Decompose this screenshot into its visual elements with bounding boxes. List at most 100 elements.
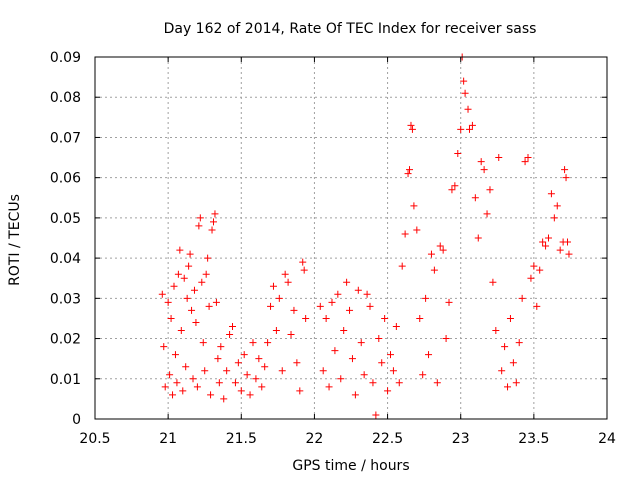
data-point [565,250,573,258]
data-point [465,125,473,133]
data-point [302,314,310,322]
data-point [471,194,479,202]
data-point [192,318,200,326]
data-point [413,226,421,234]
data-point [544,234,552,242]
data-point [521,158,529,166]
data-point [220,395,228,403]
data-point [486,186,494,194]
data-point [164,298,172,306]
y-tick-label: 0.04 [50,251,81,267]
data-point [267,302,275,310]
data-point [190,286,198,294]
data-point [498,367,506,375]
data-point [401,230,409,238]
data-point [293,359,301,367]
y-axis-label: ROTI / TECUs [7,194,23,286]
data-point [208,226,216,234]
data-point [477,158,485,166]
data-point [240,351,248,359]
data-point [215,379,223,387]
data-point [430,266,438,274]
data-point [539,238,547,246]
data-point [386,351,394,359]
data-point [360,371,368,379]
data-point [410,202,418,210]
x-tick-label: 24 [598,431,616,447]
data-point [509,359,517,367]
data-point [195,222,203,230]
data-point [425,351,433,359]
data-point [199,339,207,347]
data-point [166,371,174,379]
data-point [395,379,403,387]
data-point [506,314,514,322]
data-point [275,294,283,302]
y-tick-label: 0.01 [50,372,81,388]
data-point [182,363,190,371]
data-point [201,367,209,375]
data-point [422,294,430,302]
grid-lines [95,57,607,419]
data-point [547,190,555,198]
data-point [237,387,245,395]
data-point [316,302,324,310]
data-point [204,254,212,262]
x-tick-label: 23 [452,431,470,447]
data-point [416,314,424,322]
data-point [183,294,191,302]
data-point [186,250,194,258]
data-point [384,387,392,395]
data-point [319,367,327,375]
data-point [550,214,558,222]
data-point [451,182,459,190]
data-point [439,246,447,254]
data-point [527,274,535,282]
data-point [460,77,468,85]
y-tick-label: 0.09 [50,50,81,66]
y-tick-label: 0.02 [50,332,81,348]
data-point [515,339,523,347]
data-point [322,314,330,322]
data-point [258,383,266,391]
data-point [337,375,345,383]
data-point [249,339,257,347]
data-point [407,121,415,129]
y-tick-label: 0 [72,412,81,428]
data-point [366,302,374,310]
data-point [189,375,197,383]
data-point [185,262,193,270]
data-point [369,379,377,387]
data-point [299,258,307,266]
data-point [464,105,472,113]
y-tick-label: 0.08 [50,90,81,106]
data-point [243,371,251,379]
x-tick-label: 22.5 [372,431,403,447]
data-point [392,322,400,330]
data-point [533,302,541,310]
data-point [211,210,219,218]
x-axis-label: GPS time / hours [292,458,409,474]
data-point [188,306,196,314]
y-tick-label: 0.05 [50,211,81,227]
data-point [564,238,572,246]
data-point [408,125,416,133]
data-point [246,391,254,399]
data-point [398,262,406,270]
data-point [217,343,225,351]
data-point [553,202,561,210]
data-point [269,282,277,290]
data-point [300,266,308,274]
data-point [328,298,336,306]
data-point [161,383,169,391]
data-point [346,306,354,314]
data-point [284,278,292,286]
data-point [325,383,333,391]
data-point [255,355,263,363]
data-point [193,383,201,391]
data-point [169,391,177,399]
data-point [404,170,412,178]
data-point [167,314,175,322]
data-point [214,355,222,363]
